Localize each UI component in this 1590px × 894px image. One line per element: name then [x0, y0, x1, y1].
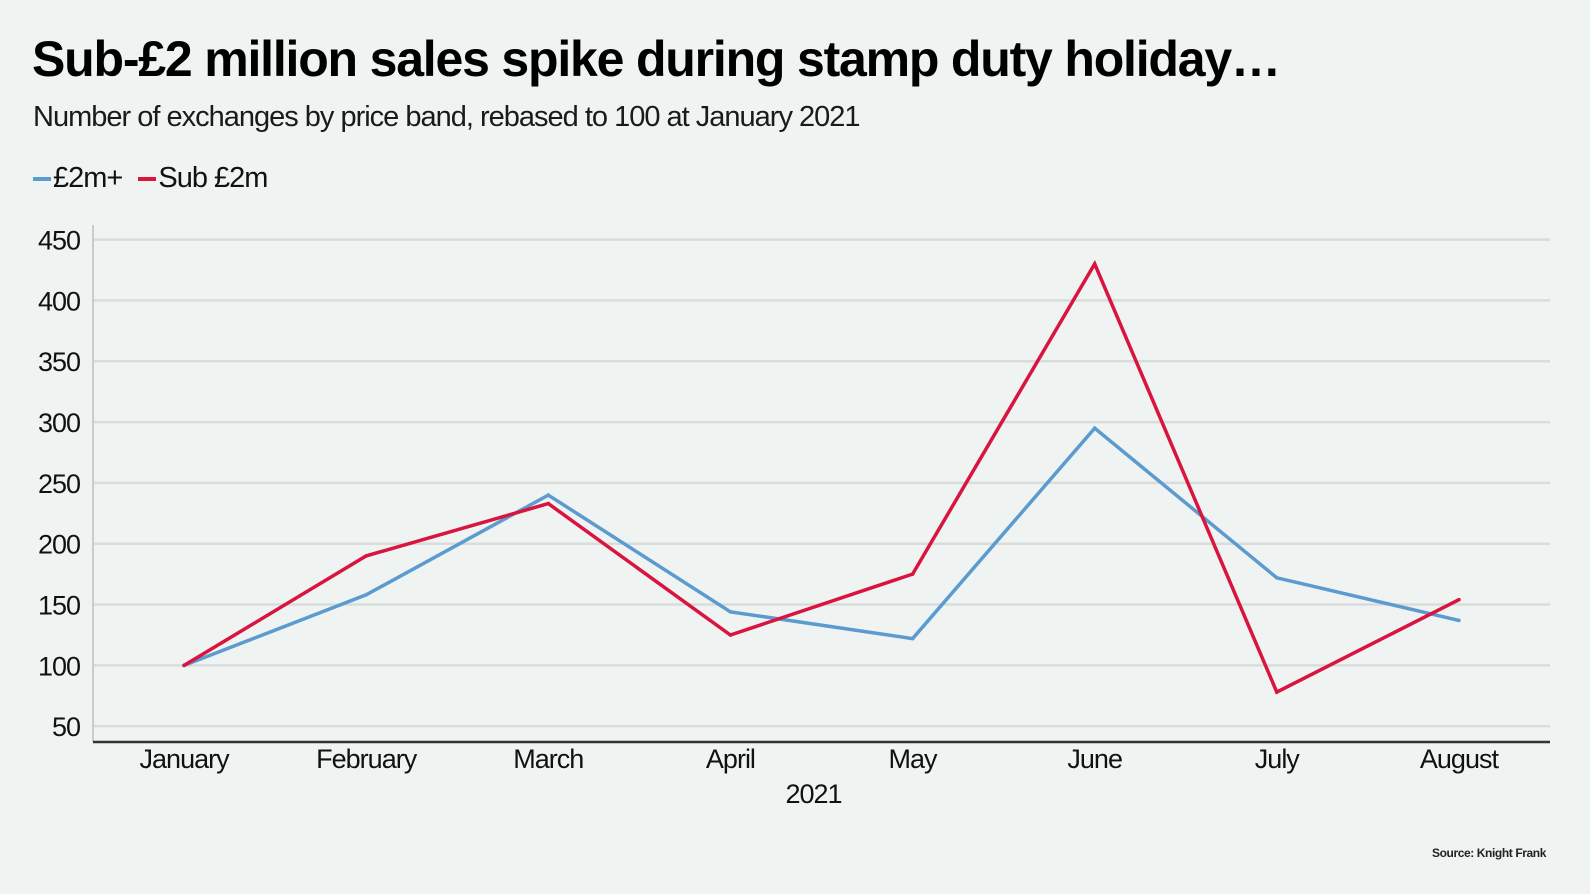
data-point-2m-plus-may [910, 636, 915, 641]
data-point-2m-plus-april [728, 610, 733, 614]
data-point-sub-2m-june [1092, 262, 1097, 266]
x-tick-label: June [1067, 744, 1122, 774]
legend-swatch-sub-2m [138, 176, 157, 181]
data-point-sub-2m-february [364, 554, 368, 558]
legend-label-sub-2m: Sub £2m [158, 162, 268, 194]
y-tick-label: 150 [38, 591, 80, 621]
legend-label-2m-plus: £2m+ [53, 162, 123, 194]
y-tick-label: 50 [52, 712, 80, 742]
x-tick-label: July [1255, 744, 1301, 774]
source-note: Source: Knight Frank [1431, 846, 1546, 860]
x-tick-label: March [513, 744, 583, 774]
legend-item-sub-2m: Sub £2m [138, 162, 268, 195]
x-tick-label: February [316, 744, 418, 774]
y-tick-label: 250 [38, 469, 80, 499]
legend: £2m+ Sub £2m [33, 162, 283, 195]
data-point-sub-2m-july [1275, 690, 1279, 694]
legend-swatch-2m-plus [33, 176, 51, 181]
y-tick-label: 350 [38, 347, 80, 377]
data-point-2m-plus-march [546, 493, 551, 497]
data-point-2m-plus-february [364, 593, 368, 597]
y-tick-label: 100 [38, 651, 80, 681]
x-tick-label: April [706, 744, 755, 774]
y-tick-label: 450 [38, 226, 80, 256]
data-point-sub-2m-may [910, 572, 915, 576]
data-point-2m-plus-august [1457, 618, 1461, 623]
data-point-2m-plus-june [1092, 426, 1097, 430]
x-axis-label: 2021 [785, 779, 841, 809]
series-line-2m-plus [183, 425, 1460, 668]
x-tick-label: January [140, 744, 231, 774]
legend-item-2m-plus: £2m+ [33, 162, 123, 195]
y-tick-label: 200 [38, 530, 80, 560]
data-point-sub-2m-august [1457, 597, 1461, 602]
x-tick-label: August [1420, 744, 1500, 774]
chart-title: Sub-£2 million sales spike during stamp … [32, 31, 1281, 87]
data-point-sub-2m-march [546, 501, 551, 506]
data-point-2m-plus-july [1275, 575, 1279, 580]
series-line-sub-2m [183, 260, 1460, 695]
data-point-sub-2m-april [728, 633, 733, 637]
y-tick-label: 300 [38, 408, 80, 438]
x-tick-label: May [889, 744, 939, 774]
y-tick-label: 400 [38, 286, 80, 316]
data-point-sub-2m-january [182, 663, 186, 668]
chart-subtitle: Number of exchanges by price band, rebas… [33, 101, 861, 133]
